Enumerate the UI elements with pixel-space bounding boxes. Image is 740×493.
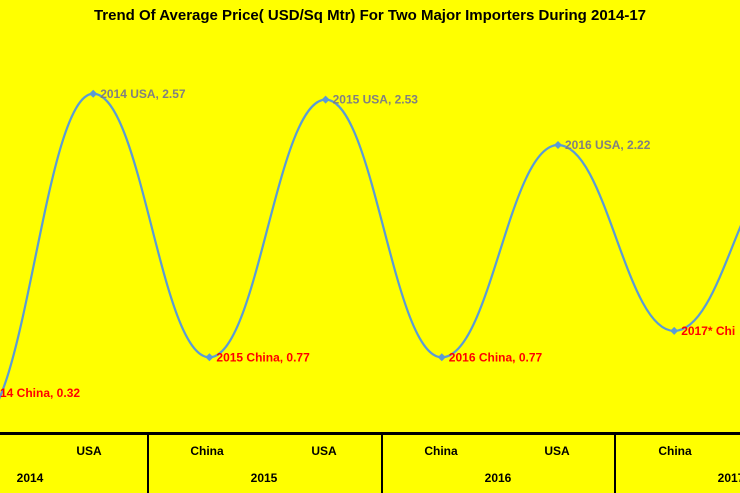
chart-title: Trend Of Average Price( USD/Sq Mtr) For … [93,7,647,24]
data-label-1: 2014 USA, 2.57 [100,87,186,101]
group-label-0: 2014 [17,471,44,485]
group-label-1: 2015 [251,471,278,485]
data-label-6: 2017* Chi [681,324,735,338]
data-point-1 [89,89,98,98]
category-label-3: China [424,444,458,458]
data-point-6 [670,326,679,335]
data-label-0: 14 China, 0.32 [0,386,80,400]
category-label-4: USA [544,444,570,458]
data-point-4 [437,353,446,362]
category-label-0: USA [76,444,102,458]
data-point-5 [554,140,562,149]
data-point-2 [205,353,214,362]
data-label-4: 2016 China, 0.77 [449,350,543,364]
data-label-2: 2015 China, 0.77 [216,350,310,364]
group-label-2: 2016 [485,471,512,485]
category-label-5: China [658,444,692,458]
data-label-3: 2015 USA, 2.53 [333,93,419,107]
data-label-5: 2016 USA, 2.22 [565,138,651,152]
category-label-1: China [190,444,224,458]
group-label-3: 2017 [718,471,740,485]
category-label-2: USA [311,444,337,458]
data-point-3 [321,95,330,104]
